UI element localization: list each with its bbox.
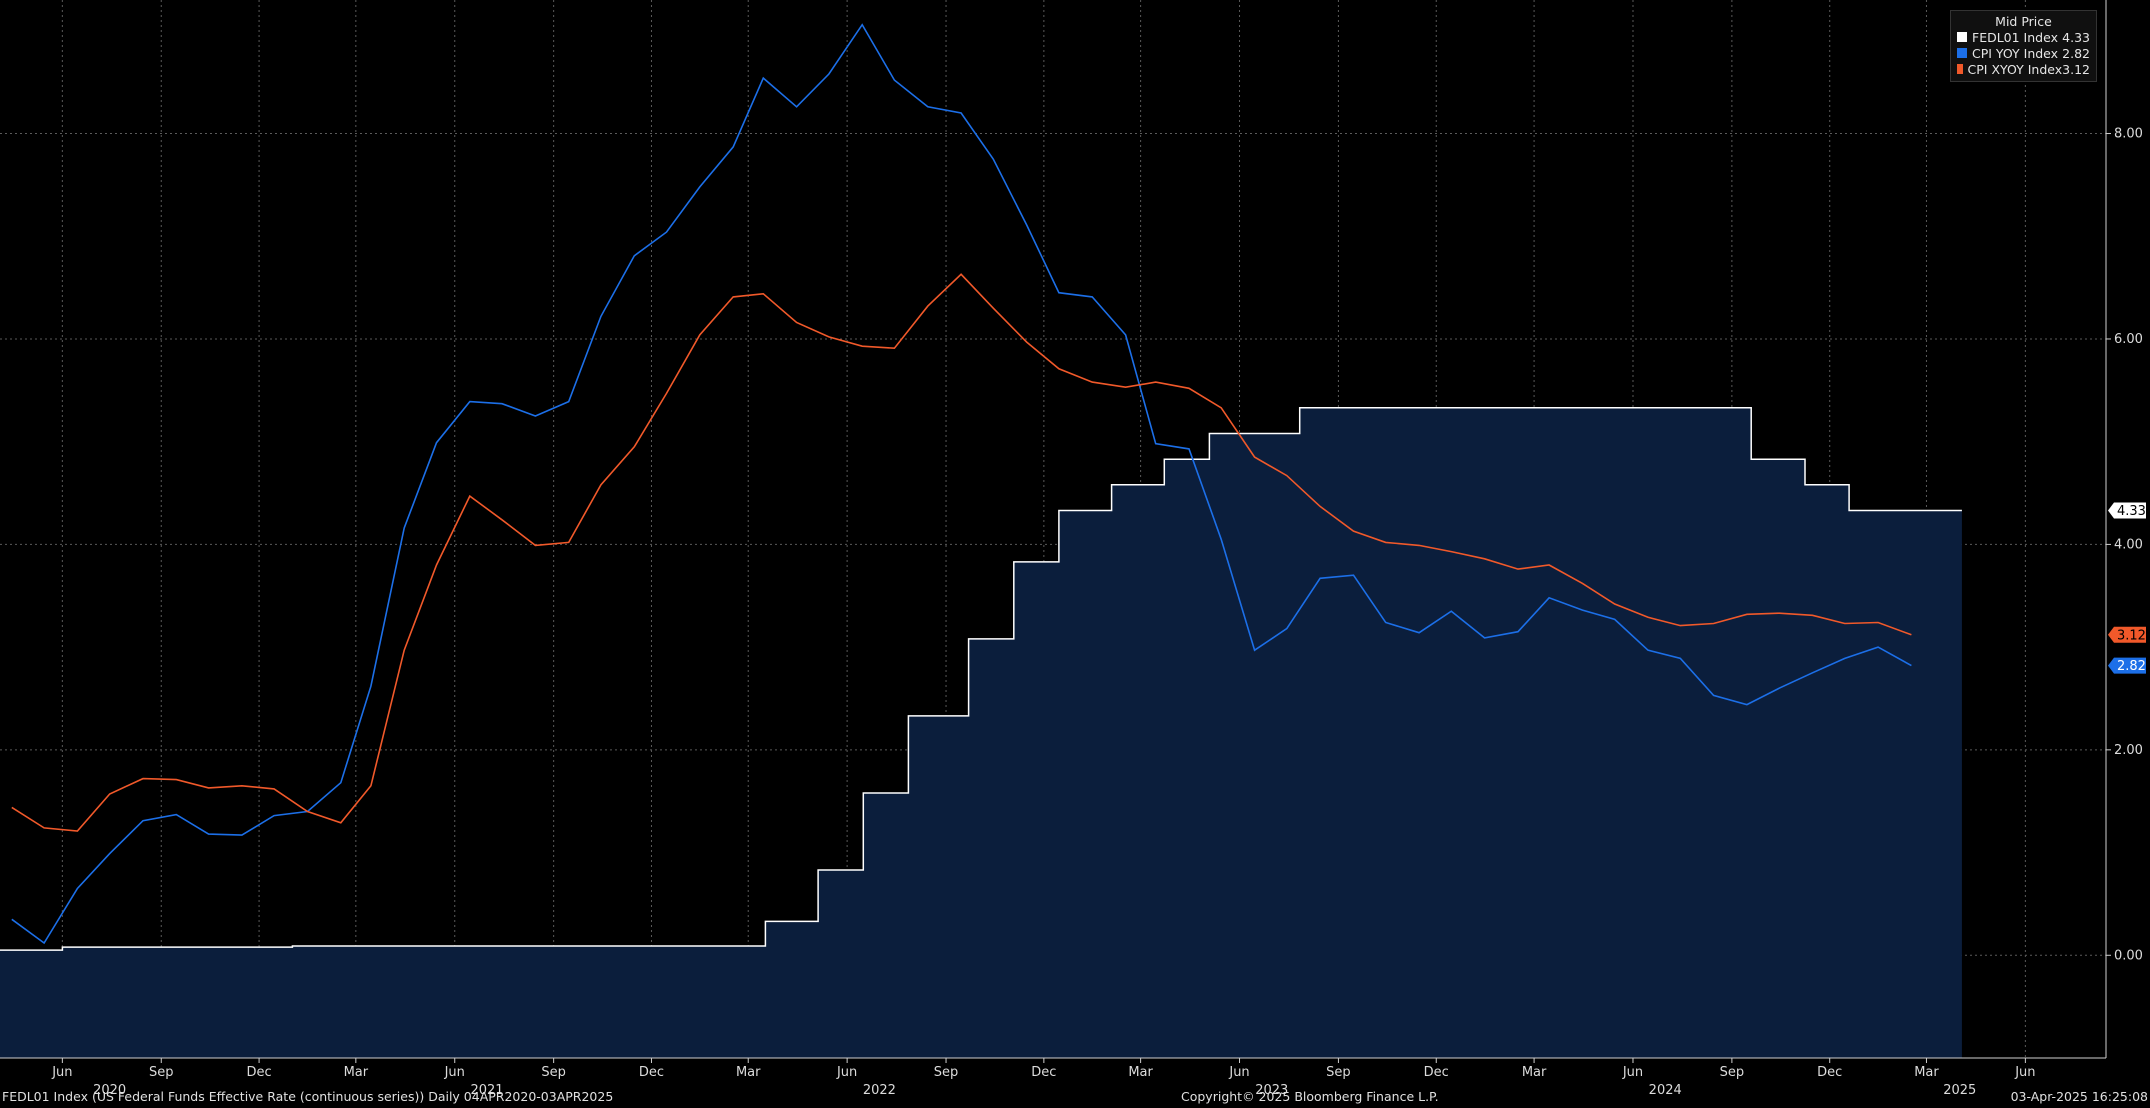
x-tick-label: Mar bbox=[344, 1065, 369, 1080]
x-tick-label: Dec bbox=[639, 1065, 664, 1080]
tag-background bbox=[2108, 502, 2146, 519]
x-tick-label: Dec bbox=[1817, 1065, 1842, 1080]
footer: FEDL01 Index (US Federal Funds Effective… bbox=[0, 1086, 2150, 1108]
x-tick-label: Jun bbox=[1622, 1065, 1643, 1080]
tag-label: 3.12 bbox=[2117, 628, 2146, 643]
x-tick-label: Mar bbox=[736, 1065, 761, 1080]
x-year-label: 2022 bbox=[863, 1083, 896, 1098]
fed-funds-area bbox=[0, 407, 1962, 1058]
series-area-fedl01-index bbox=[0, 407, 1962, 1058]
x-year-label: 2024 bbox=[1649, 1083, 1682, 1098]
legend-swatch-fedl01 bbox=[1957, 32, 1967, 42]
y-tick-label: 8.00 bbox=[2114, 127, 2143, 142]
x-tick-label: Jun bbox=[444, 1065, 465, 1080]
x-tick-label: Sep bbox=[1720, 1065, 1745, 1080]
x-tick-label: Sep bbox=[1326, 1065, 1351, 1080]
x-tick-label: Jun bbox=[2014, 1065, 2035, 1080]
x-tick-label: Dec bbox=[1031, 1065, 1056, 1080]
x-tick-label: Jun bbox=[51, 1065, 72, 1080]
footer-copyright: Copyright© 2025 Bloomberg Finance L.P. bbox=[1181, 1089, 1439, 1104]
legend-entry-cpi-yoy: CPI YOY Index 2.82 bbox=[1951, 45, 2096, 61]
last-value-tag: 4.33 bbox=[2108, 502, 2146, 519]
tag-background bbox=[2108, 657, 2146, 674]
y-tick-label: 4.00 bbox=[2114, 537, 2143, 552]
x-year-label: 2020 bbox=[93, 1083, 126, 1098]
x-tick-label: Sep bbox=[541, 1065, 566, 1080]
series-line-cpi-yoy-index bbox=[11, 23, 1912, 945]
y-tick-label: 2.00 bbox=[2114, 743, 2143, 758]
last-value-tag: 3.12 bbox=[2108, 626, 2146, 643]
y-tick-label: 0.00 bbox=[2114, 948, 2143, 963]
x-tick-label: Mar bbox=[1128, 1065, 1153, 1080]
series-line-cpi-xyoy-index bbox=[11, 273, 1912, 832]
x-tick-label: Sep bbox=[934, 1065, 959, 1080]
legend: Mid Price FEDL01 Index 4.33 CPI YOY Inde… bbox=[1950, 10, 2097, 82]
x-tick-label: Mar bbox=[1522, 1065, 1547, 1080]
legend-name: CPI XYOY Index bbox=[1967, 61, 2063, 77]
x-year-label: 2023 bbox=[1255, 1083, 1288, 1098]
legend-value: 3.12 bbox=[2062, 61, 2090, 77]
x-year-label: 2025 bbox=[1943, 1083, 1976, 1098]
legend-swatch-cpi-yoy bbox=[1957, 48, 1967, 58]
tag-background bbox=[2108, 626, 2146, 643]
x-year-label: 2021 bbox=[470, 1083, 503, 1098]
legend-entry-fedl01: FEDL01 Index 4.33 bbox=[1951, 29, 2096, 45]
legend-name: FEDL01 Index bbox=[1972, 29, 2058, 45]
x-tick-label: Jun bbox=[836, 1065, 857, 1080]
footer-timestamp: 03-Apr-2025 16:25:08 bbox=[2010, 1089, 2148, 1104]
legend-value: 4.33 bbox=[2062, 29, 2090, 45]
x-tick-label: Jun bbox=[1228, 1065, 1249, 1080]
legend-swatch-cpi-xyoy bbox=[1957, 64, 1963, 74]
legend-title: Mid Price bbox=[1995, 14, 2052, 29]
footer-security-description: FEDL01 Index (US Federal Funds Effective… bbox=[2, 1089, 614, 1104]
legend-entry-cpi-xyoy: CPI XYOY Index 3.12 bbox=[1951, 61, 2096, 77]
legend-name: CPI YOY Index bbox=[1972, 45, 2059, 61]
tag-label: 4.33 bbox=[2117, 504, 2146, 519]
x-tick-label: Dec bbox=[1424, 1065, 1449, 1080]
x-tick-label: Dec bbox=[247, 1065, 272, 1080]
legend-value: 2.82 bbox=[2062, 45, 2090, 61]
y-tick-label: 6.00 bbox=[2114, 332, 2143, 347]
tag-label: 2.82 bbox=[2117, 659, 2146, 674]
last-value-tags: 4.33 3.12 2.82 bbox=[2108, 502, 2146, 674]
last-value-tag: 2.82 bbox=[2108, 657, 2146, 674]
series-line-fedl01-index bbox=[0, 407, 1962, 951]
x-tick-label: Mar bbox=[1914, 1065, 1939, 1080]
series-lines bbox=[0, 23, 1962, 951]
x-tick-label: Sep bbox=[149, 1065, 174, 1080]
